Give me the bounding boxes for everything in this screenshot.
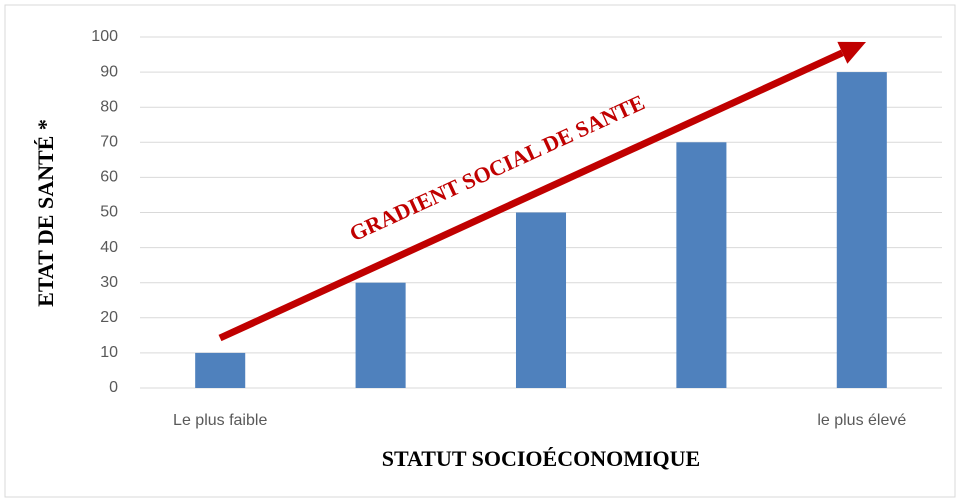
bar [836,72,887,388]
y-tick-label: 40 [100,239,118,256]
y-tick-label: 30 [100,274,118,291]
y-axis-label: ETAT DE SANTÉ * [33,119,58,307]
y-tick-label: 0 [109,379,118,396]
y-tick-label: 100 [91,28,118,45]
bar [515,212,567,388]
y-tick-label: 50 [100,204,118,221]
x-tick-label: le plus élevé [817,412,906,429]
y-tick-label: 60 [100,169,118,186]
y-tick-label: 20 [100,309,118,326]
bar [676,142,727,388]
y-tick-label: 70 [100,134,118,151]
arrow-head [837,41,866,64]
x-tick-label: Le plus faible [173,412,267,429]
x-axis-label: STATUT SOCIOÉCONOMIQUE [382,446,700,471]
bar [355,282,406,388]
chart-border [4,4,956,498]
bar [195,352,246,388]
y-tick-label: 90 [100,63,118,80]
y-tick-label: 80 [100,98,118,115]
y-tick-label: 10 [100,344,118,361]
arrow-shaft [218,49,844,342]
